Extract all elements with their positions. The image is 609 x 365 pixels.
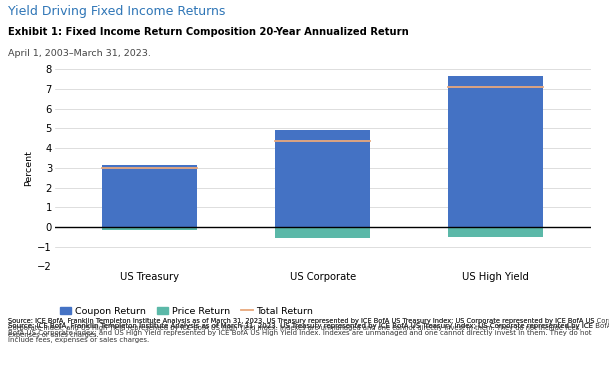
Text: Source: ICE BofA, Franklin Templeton Institute Analysis as of March 31, 2023. US: Source: ICE BofA, Franklin Templeton Ins… [8,318,609,323]
Bar [448,227,543,237]
Text: Exhibit 1: Fixed Income Return Composition 20-Year Annualized Return: Exhibit 1: Fixed Income Return Compositi… [8,27,409,37]
Bar [102,227,197,230]
Bar [275,227,370,238]
Text: Source: ICE BofA, Franklin Templeton Institute Analysis as of March 31, 2023. US: Source: ICE BofA, Franklin Templeton Ins… [8,323,593,343]
Text: April 1, 2003–March 31, 2023.: April 1, 2003–March 31, 2023. [8,49,151,58]
Bar [448,76,543,227]
Text: Source: ICE BofA, Franklin Templeton Institute Analysis as of March 31, 2023. US: Source: ICE BofA, Franklin Templeton Ins… [8,318,594,338]
Legend: Coupon Return, Price Return, Total Return: Coupon Return, Price Return, Total Retur… [60,307,314,316]
Text: Yield Driving Fixed Income Returns: Yield Driving Fixed Income Returns [8,5,225,19]
Bar [102,165,197,227]
Text: Source: ICE BofA, Franklin Templeton Institute Analysis as of March 31, 2023. US: Source: ICE BofA, Franklin Templeton Ins… [8,323,609,329]
Bar [275,130,370,227]
Y-axis label: Percent: Percent [24,150,33,186]
